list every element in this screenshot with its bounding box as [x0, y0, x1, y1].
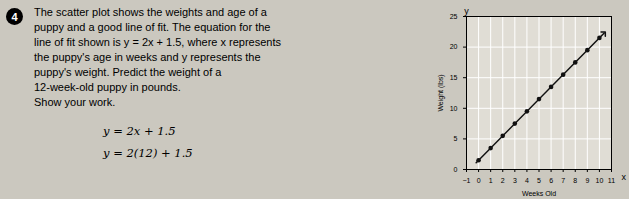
html-text:y = 2(12) + 1.5: y = 2(12) + 1.5 [103, 146, 193, 160]
svg-text:6: 6 [549, 177, 553, 184]
html-text:12-week-old puppy in pounds.: 12-week-old puppy in pounds. [34, 81, 181, 93]
svg-text:Weight (lbs): Weight (lbs) [437, 74, 445, 111]
html-text:4: 4 [11, 10, 18, 23]
svg-text:11: 11 [608, 177, 615, 184]
svg-text:7: 7 [561, 177, 565, 184]
svg-text:25: 25 [450, 13, 458, 20]
svg-text:3: 3 [513, 177, 517, 184]
html-text:The scatter plot shows the wei: The scatter plot shows the weights and a… [34, 6, 267, 18]
svg-text:x: x [622, 172, 627, 182]
svg-text:10: 10 [450, 105, 458, 112]
html-text:puppy and a good line of fit.: puppy and a good line of fit. The equati… [34, 21, 271, 33]
svg-text:20: 20 [450, 43, 458, 50]
html-text:the puppy's age in weeks and y: the puppy's age in weeks and y represent… [34, 51, 261, 63]
html-text:line of fit shown is y = 2x +: line of fit shown is y = 2x + 1.5, where… [34, 36, 281, 48]
svg-text:y: y [464, 6, 469, 16]
svg-text:15: 15 [450, 74, 458, 81]
html-text:y = 2x + 1.5: y = 2x + 1.5 [103, 124, 176, 138]
svg-text:Weeks Old: Weeks Old [522, 190, 556, 197]
svg-text:−1: −1 [463, 177, 471, 184]
svg-text:10: 10 [596, 177, 604, 184]
svg-text:8: 8 [573, 177, 577, 184]
svg-text:5: 5 [454, 135, 458, 142]
html-text:puppy's weight. Predict the we: puppy's weight. Predict the weight of a [34, 66, 222, 78]
svg-text:2: 2 [501, 177, 505, 184]
svg-text:0: 0 [454, 166, 458, 173]
svg-text:1: 1 [489, 177, 493, 184]
svg-text:9: 9 [585, 177, 589, 184]
html-text:Show your work.: Show your work. [34, 96, 116, 108]
svg-text:5: 5 [537, 177, 541, 184]
svg-text:0: 0 [477, 177, 481, 184]
svg-text:4: 4 [525, 177, 529, 184]
